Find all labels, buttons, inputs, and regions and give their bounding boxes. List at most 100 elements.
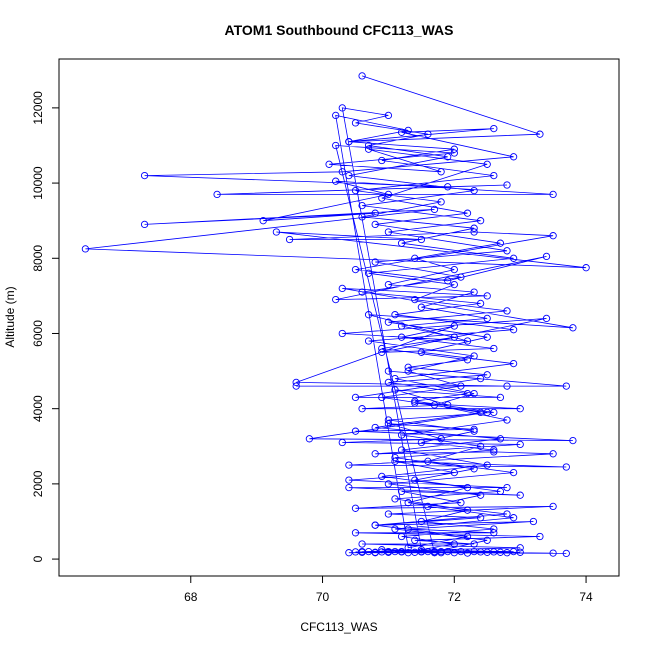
data-point [470,186,478,195]
data-point [516,405,524,413]
data-point [496,393,505,402]
data-point [292,382,300,390]
y-tick-label: 10000 [31,166,45,200]
data-point [404,363,412,371]
y-tick-label: 12000 [31,91,45,125]
chart-title: ATOM1 Southbound CFC113_WAS [225,22,454,38]
data-point [483,292,491,300]
y-tick-label: 2000 [31,470,45,497]
data-point [483,461,491,469]
data-point [351,504,360,512]
data-point [470,224,478,232]
data-point [509,359,518,368]
data-point [490,124,498,133]
plot-area [58,58,620,577]
data-point [582,264,590,272]
data-point [397,446,406,454]
data-point [332,111,340,120]
data-point [384,111,393,120]
data-point [483,314,491,323]
data-point [332,177,340,185]
data-point [384,480,393,488]
data-point [364,311,373,319]
data-point [338,329,346,338]
data-point [424,130,432,138]
data-point [384,420,393,428]
data-point [463,532,472,541]
data-point [470,389,478,398]
data-point [417,438,426,447]
data-point [404,367,412,375]
data-point [338,104,346,112]
data-point [569,324,577,332]
data-point [463,483,472,492]
y-tick-label: 0 [31,555,45,562]
data-point [509,468,518,477]
data-point [470,425,478,434]
data-point [536,130,544,138]
data-point [378,156,386,165]
data-point [516,548,524,556]
data-point [397,548,406,556]
data-point [384,367,393,375]
data-point [417,517,426,526]
data-point [424,457,432,465]
data-point [503,549,511,557]
data-point [378,344,386,353]
data-point [378,548,386,556]
data-point [351,186,360,195]
data-point [391,495,399,503]
data-point [397,333,406,341]
data-point [470,465,478,473]
data-point [371,450,379,458]
data-point [411,536,419,544]
data-point [444,183,452,191]
data-point [437,168,445,176]
data-point [503,382,511,390]
data-point [476,514,485,522]
data-point [81,245,90,253]
data-point [503,416,511,424]
data-point [417,303,426,311]
data-point [470,288,478,296]
data-point [476,442,485,450]
data-point [411,399,419,407]
data-point [536,532,544,541]
data-point [411,254,419,262]
data-point [529,517,538,526]
data-point [358,201,366,210]
data-point [424,502,432,511]
data-point [476,491,485,499]
data-point [503,307,511,315]
data-point [351,393,360,402]
y-axis: 0 2000 4000 6000 8000 10000 12000 [31,91,59,562]
data-point [411,397,419,405]
data-point [140,220,149,229]
data-point [345,138,353,146]
data-point [332,295,340,304]
data-point [457,273,465,281]
y-axis-label: Altitude (m) [3,286,17,347]
data-point [463,356,472,364]
data-point [496,435,505,443]
data-point [345,461,353,469]
y-tick-label: 4000 [31,395,45,422]
data-point [430,205,439,214]
data-point [549,549,557,557]
data-point [516,440,524,449]
data-point [358,548,366,556]
data-point [549,190,557,199]
data-point [411,476,419,484]
series-line [85,75,587,554]
x-tick-label: 72 [448,590,462,604]
data-point [444,277,452,285]
data-point [437,435,445,443]
data-point [483,536,491,544]
data-point [404,499,412,507]
data-point [417,546,426,554]
data-point [470,228,478,236]
data-point [450,145,458,153]
data-point [476,217,485,225]
data-point [490,408,498,417]
